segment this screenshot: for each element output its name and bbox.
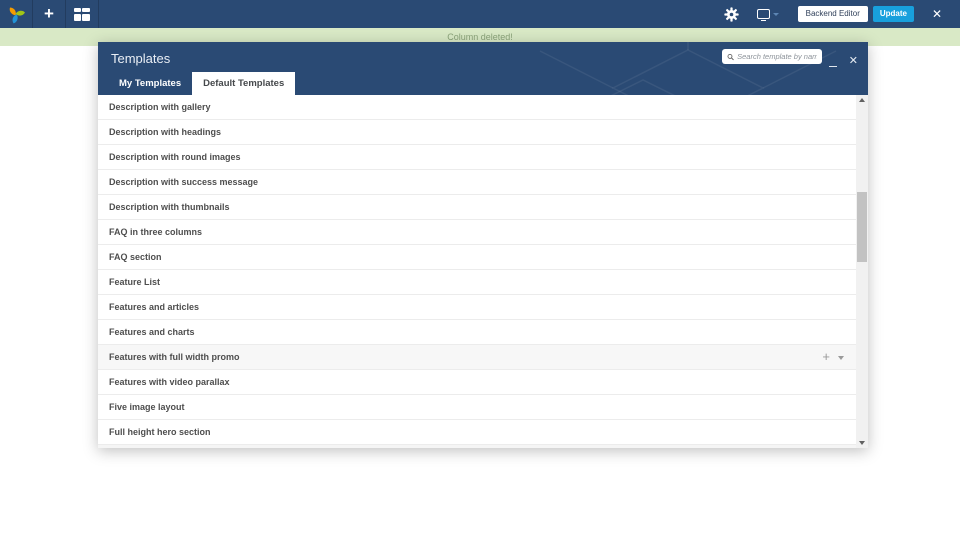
modal-title: Templates — [111, 51, 171, 66]
template-row[interactable]: Features and articles — [98, 295, 856, 320]
topbar-right-group: Backend Editor Update — [714, 0, 960, 28]
monitor-icon — [756, 9, 770, 21]
template-name: Description with thumbnails — [109, 202, 230, 212]
notification-bar: Column deleted! — [0, 28, 960, 46]
templates-modal: Templates My Templates Default Templates… — [98, 42, 868, 448]
template-name: Description with headings — [109, 127, 222, 137]
vc-logo-button[interactable] — [0, 0, 33, 28]
search-input[interactable] — [737, 52, 817, 61]
add-element-button[interactable] — [33, 0, 66, 28]
list-scrollbar[interactable] — [856, 95, 868, 448]
settings-gear-icon — [724, 6, 739, 22]
template-name: Features and articles — [109, 302, 200, 312]
template-row[interactable]: Features with video parallax — [98, 370, 856, 395]
tab-default-templates[interactable]: Default Templates — [192, 72, 296, 95]
template-name: Features with video parallax — [109, 377, 230, 387]
template-row[interactable]: Description with round images — [98, 145, 856, 170]
layout-templates-icon — [74, 7, 90, 21]
caret-down-icon — [772, 12, 779, 16]
scrollbar-thumb[interactable] — [857, 192, 867, 262]
template-name: Description with gallery — [109, 102, 211, 112]
close-editor-button[interactable] — [914, 0, 960, 28]
templates-button[interactable] — [66, 0, 99, 28]
modal-tabs: My Templates Default Templates — [108, 72, 296, 95]
minimize-button[interactable] — [829, 58, 837, 67]
template-row[interactable]: Five image layout — [98, 395, 856, 420]
modal-header: Templates My Templates Default Templates — [98, 42, 868, 95]
close-editor-icon — [932, 5, 942, 23]
responsive-preview-button[interactable] — [750, 0, 786, 28]
template-row[interactable]: Description with gallery — [98, 95, 856, 120]
template-name: FAQ section — [109, 252, 162, 262]
template-row[interactable]: FAQ section — [98, 245, 856, 270]
editor-topbar: Backend Editor Update — [0, 0, 960, 28]
add-element-icon — [44, 5, 54, 24]
tab-my-templates[interactable]: My Templates — [108, 72, 192, 95]
tab-label: Default Templates — [203, 78, 285, 89]
template-name: Feature List — [109, 277, 161, 287]
template-row[interactable]: Description with thumbnails — [98, 195, 856, 220]
template-list: Description with gallery Description wit… — [98, 95, 856, 445]
template-search — [722, 49, 822, 64]
row-actions — [822, 345, 844, 370]
modal-close-button[interactable] — [849, 51, 858, 69]
caret-down-icon[interactable] — [838, 355, 844, 360]
scroll-up-button[interactable] — [856, 95, 868, 105]
backend-editor-button[interactable]: Backend Editor — [797, 6, 868, 22]
template-row[interactable]: Feature List — [98, 270, 856, 295]
template-name: Full height hero section — [109, 427, 211, 437]
template-row[interactable]: Description with headings — [98, 120, 856, 145]
update-button[interactable]: Update — [872, 6, 914, 22]
template-row[interactable]: Full height hero section — [98, 420, 856, 445]
add-template-icon[interactable] — [822, 345, 830, 370]
search-icon — [727, 53, 734, 60]
template-name: Five image layout — [109, 402, 185, 412]
template-name: Description with success message — [109, 177, 259, 187]
template-row[interactable]: Features and charts — [98, 320, 856, 345]
scroll-down-button[interactable] — [856, 438, 868, 448]
template-row[interactable]: Description with success message — [98, 170, 856, 195]
template-name: FAQ in three columns — [109, 227, 203, 237]
modal-body: Description with gallery Description wit… — [98, 95, 868, 448]
template-row[interactable]: FAQ in three columns — [98, 220, 856, 245]
template-row[interactable]: Features with full width promo — [98, 345, 856, 370]
template-name: Features and charts — [109, 327, 195, 337]
template-name: Description with round images — [109, 152, 241, 162]
template-name: Features with full width promo — [109, 352, 240, 362]
settings-button[interactable] — [714, 0, 750, 28]
tab-label: My Templates — [119, 78, 182, 89]
visual-composer-logo — [9, 7, 25, 24]
